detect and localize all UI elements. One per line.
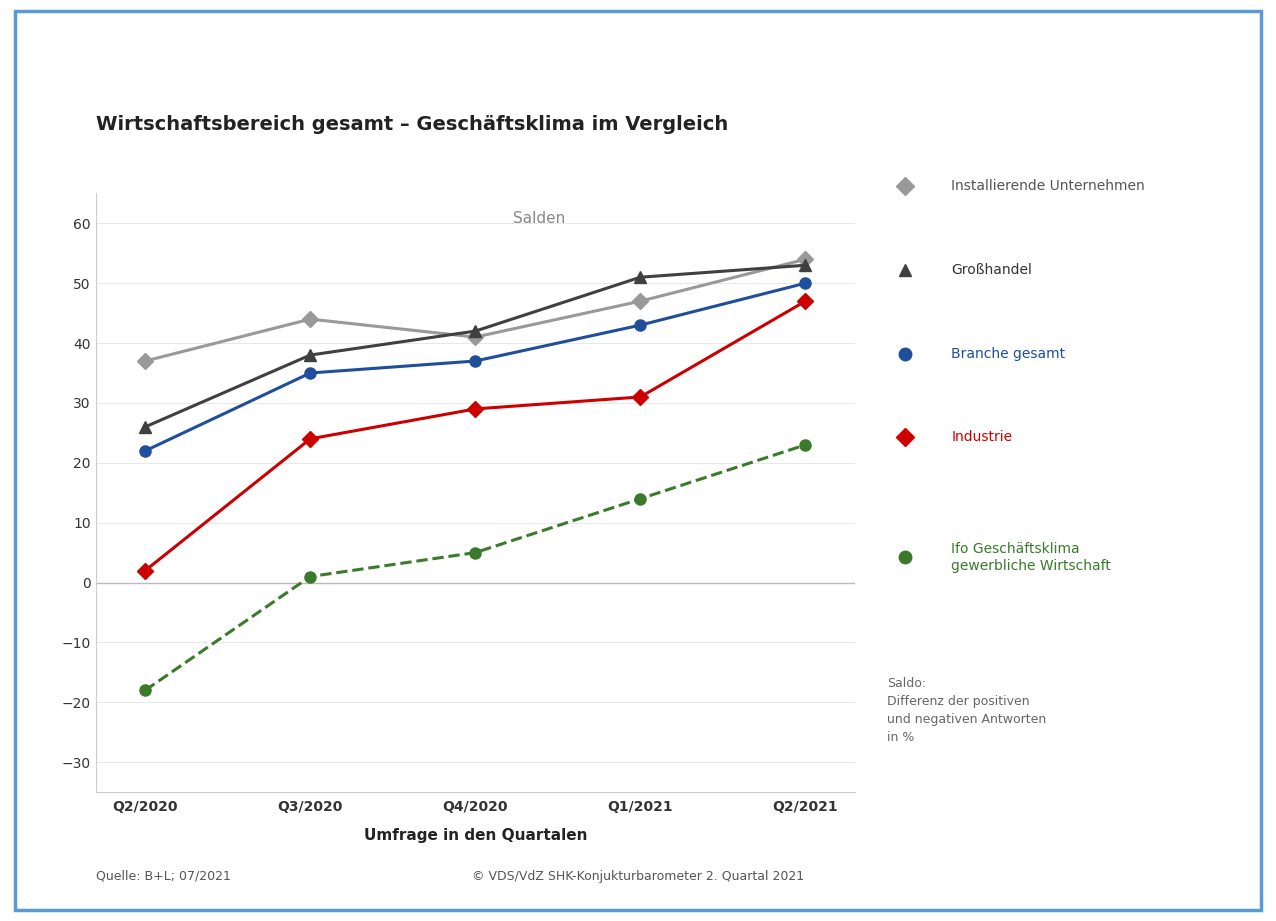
Text: Industrie: Industrie	[951, 430, 1012, 445]
Text: Wirtschaftsbereich gesamt – Geschäftsklima im Vergleich: Wirtschaftsbereich gesamt – Geschäftskli…	[96, 114, 727, 134]
Text: Installierende Unternehmen: Installierende Unternehmen	[951, 179, 1145, 193]
Text: Branche gesamt: Branche gesamt	[951, 346, 1065, 361]
X-axis label: Umfrage in den Quartalen: Umfrage in den Quartalen	[364, 828, 587, 844]
Text: Saldo:
Differenz der positiven
und negativen Antworten
in %: Saldo: Differenz der positiven und negat…	[887, 677, 1046, 744]
Text: Großhandel: Großhandel	[951, 262, 1032, 277]
Text: © VDS/VdZ SHK-Konjukturbarometer 2. Quartal 2021: © VDS/VdZ SHK-Konjukturbarometer 2. Quar…	[472, 869, 804, 882]
Text: Salden: Salden	[513, 212, 565, 227]
Text: Quelle: B+L; 07/2021: Quelle: B+L; 07/2021	[96, 869, 231, 882]
Text: Ifo Geschäftsklima
gewerbliche Wirtschaft: Ifo Geschäftsklima gewerbliche Wirtschaf…	[951, 542, 1111, 573]
